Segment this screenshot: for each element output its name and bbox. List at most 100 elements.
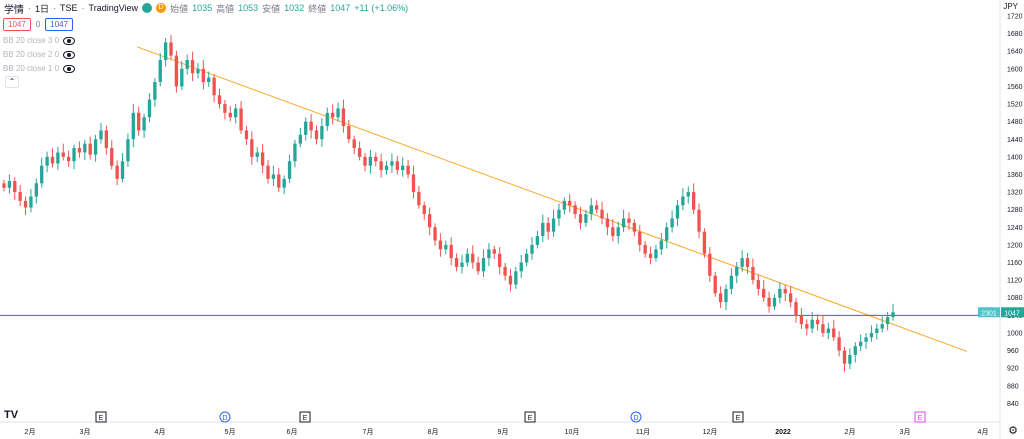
candle-body <box>444 244 448 250</box>
candle-body <box>190 60 195 74</box>
candle-body <box>99 130 103 140</box>
earnings-event-icon <box>95 411 107 423</box>
candle-body <box>708 253 712 276</box>
sell-price-button[interactable]: 1047 <box>3 18 31 31</box>
candle-body <box>600 209 604 219</box>
event-label: E <box>303 415 308 422</box>
delayed-data-icon[interactable]: D <box>156 3 167 13</box>
candle-body <box>50 156 55 164</box>
candle-body <box>805 324 809 329</box>
candle-body <box>271 174 276 179</box>
candle-body <box>422 205 426 215</box>
candle-body <box>810 319 814 329</box>
low-value: 1032 <box>284 3 305 13</box>
price-tick-label: 1680 <box>1007 31 1023 38</box>
candle-body <box>681 196 685 206</box>
interval-label[interactable]: 1日 <box>35 3 50 14</box>
svg-text:TV: TV <box>4 409 19 421</box>
candle-body <box>314 130 319 140</box>
candle-body <box>293 143 297 162</box>
price-tick-label: 1480 <box>1007 119 1023 126</box>
spread-value: 0 <box>35 20 41 29</box>
candle-body <box>568 200 572 206</box>
candle-body <box>379 161 383 171</box>
candle-body <box>207 77 211 83</box>
currency-label[interactable]: JPY <box>1003 2 1018 11</box>
time-tick-label: 5月 <box>225 428 236 436</box>
high-label: 高値 <box>216 3 235 14</box>
candle-body <box>417 192 421 206</box>
candle-body <box>34 183 38 197</box>
candle-body <box>524 253 529 263</box>
candle-body <box>104 130 109 149</box>
candle-body <box>83 143 87 153</box>
candle-body <box>325 112 329 127</box>
eye-hidden-icon[interactable] <box>63 50 76 59</box>
earnings-event-icon <box>914 411 926 423</box>
candle-body <box>363 156 367 166</box>
candle-body <box>282 178 286 188</box>
candle-body <box>266 165 270 179</box>
candle-body <box>541 222 545 237</box>
candle-body <box>163 42 168 61</box>
symbol-name[interactable]: 学情 <box>4 4 24 16</box>
candle-body <box>487 249 491 259</box>
candle-body <box>18 192 22 201</box>
earnings-event-icon <box>732 411 744 423</box>
candle-body <box>77 148 82 153</box>
candle-body <box>223 104 227 113</box>
collapse-chevron-icon[interactable]: ⌃ <box>5 76 19 88</box>
volume-tag-text: 2301 <box>981 310 997 317</box>
exchange-label: TSE <box>60 3 78 13</box>
high-value: 1053 <box>238 3 259 13</box>
candle-body <box>638 231 642 245</box>
candle-body <box>180 68 184 87</box>
candle-body <box>697 209 701 232</box>
candle-body <box>449 244 453 259</box>
indicator-row[interactable]: BB 20 close 3 0 <box>3 36 76 45</box>
candle-body <box>713 275 717 294</box>
event-label: D <box>222 415 227 422</box>
time-tick-label: 12月 <box>703 428 718 436</box>
candle-body <box>142 117 146 131</box>
candle-body <box>287 161 292 179</box>
candle-body <box>110 148 114 166</box>
candle-body <box>605 218 610 228</box>
indicator-row[interactable]: BB 20 close 1 0 <box>3 64 76 73</box>
dividend-event-icon <box>219 411 231 423</box>
candle-body <box>158 60 162 83</box>
candle-body <box>691 192 696 210</box>
candle-body <box>228 112 232 118</box>
candle-body <box>13 181 17 193</box>
candle-body <box>115 165 119 179</box>
eye-hidden-icon[interactable] <box>63 64 76 73</box>
eye-hidden-icon[interactable] <box>63 36 76 45</box>
candle-body <box>508 275 513 285</box>
earnings-event-icon <box>524 411 536 423</box>
low-label: 安値 <box>262 3 281 14</box>
candle-body <box>368 156 373 166</box>
volume-tag-bg <box>978 307 1000 318</box>
candle-body <box>234 108 238 118</box>
candle-body <box>61 152 65 157</box>
open-label: 始値 <box>170 3 189 14</box>
time-tick-label: 10月 <box>565 428 580 436</box>
candle-body <box>778 288 782 298</box>
candle-body <box>352 139 356 149</box>
indicator-label: BB 20 close 1 0 <box>3 64 60 73</box>
time-tick-label: 6月 <box>287 428 298 436</box>
last-price-tag-bg <box>1001 307 1024 318</box>
market-status-icon[interactable] <box>142 3 153 13</box>
buy-price-button[interactable]: 1047 <box>45 18 74 31</box>
event-label: E <box>528 415 533 422</box>
candle-body <box>255 152 259 157</box>
candle-body <box>762 288 766 298</box>
candle-body <box>406 165 410 175</box>
indicator-row[interactable]: BB 20 close 2 0 <box>3 50 76 59</box>
candle-body <box>842 350 847 364</box>
candle-body <box>56 152 60 164</box>
time-tick-label: 9月 <box>498 428 509 436</box>
gear-icon[interactable]: ⚙ <box>1008 425 1018 437</box>
price-tick-label: 840 <box>1007 401 1019 408</box>
